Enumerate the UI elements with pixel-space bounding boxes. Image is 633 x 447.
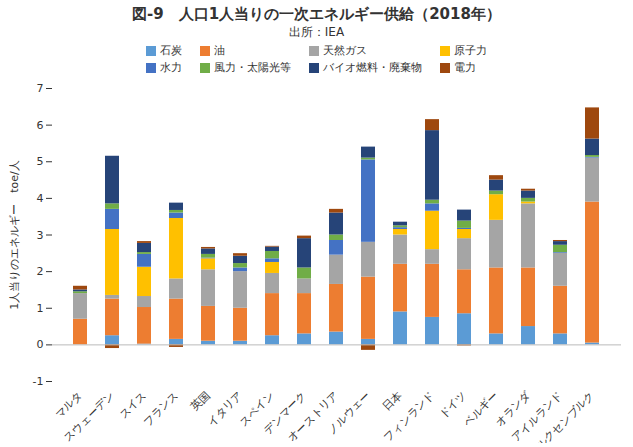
svg-text:ノルウェー: ノルウェー (325, 389, 373, 437)
svg-text:スペイン: スペイン (236, 388, 278, 430)
svg-text:2: 2 (37, 265, 44, 278)
svg-text:0: 0 (37, 338, 44, 351)
svg-text:-1: -1 (33, 375, 44, 388)
svg-text:6: 6 (37, 119, 44, 132)
svg-text:5: 5 (37, 155, 44, 168)
svg-text:英国: 英国 (188, 389, 213, 414)
svg-text:7: 7 (37, 82, 44, 95)
svg-text:日本: 日本 (380, 389, 405, 414)
html-text:原子力: 原子力 (454, 44, 487, 57)
svg-text:オランダ: オランダ (492, 388, 534, 430)
html-text:バイオ燃料・廃棄物: バイオ燃料・廃棄物 (323, 61, 422, 74)
svg-text:フランス: フランス (141, 389, 181, 429)
svg-text:1人当りのエネルギー toe/人: 1人当りのエネルギー toe/人 (8, 160, 21, 310)
html-text:出所：IEA: 出所：IEA (288, 25, 345, 39)
svg-text:1: 1 (37, 302, 44, 315)
html-text:水力: 水力 (160, 61, 182, 74)
svg-text:マルタ: マルタ (52, 388, 86, 422)
html-text:図-9 人口1人当りの一次エネルギー供給（2018年）: 図-9 人口1人当りの一次エネルギー供給（2018年） (132, 5, 501, 23)
svg-text:ドイツ: ドイツ (436, 388, 470, 422)
svg-text:イタリア: イタリア (204, 388, 246, 430)
svg-text:ルクセンブルク: ルクセンブルク (533, 389, 597, 443)
html-text:風力・太陽光等: 風力・太陽光等 (214, 61, 291, 74)
html-text:油: 油 (214, 44, 225, 57)
html-text:石炭: 石炭 (160, 44, 182, 57)
svg-text:スウェーデン: スウェーデン (61, 389, 117, 443)
svg-text:4: 4 (37, 192, 44, 205)
html-text:電力: 電力 (454, 61, 476, 74)
html-text:天然ガス: 天然ガス (323, 44, 367, 57)
svg-text:ベルギー: ベルギー (460, 388, 502, 430)
svg-text:デンマーク: デンマーク (261, 388, 310, 437)
svg-text:スイス: スイス (116, 388, 150, 422)
svg-text:3: 3 (37, 229, 44, 242)
svg-text:フィンランド: フィンランド (381, 389, 437, 443)
